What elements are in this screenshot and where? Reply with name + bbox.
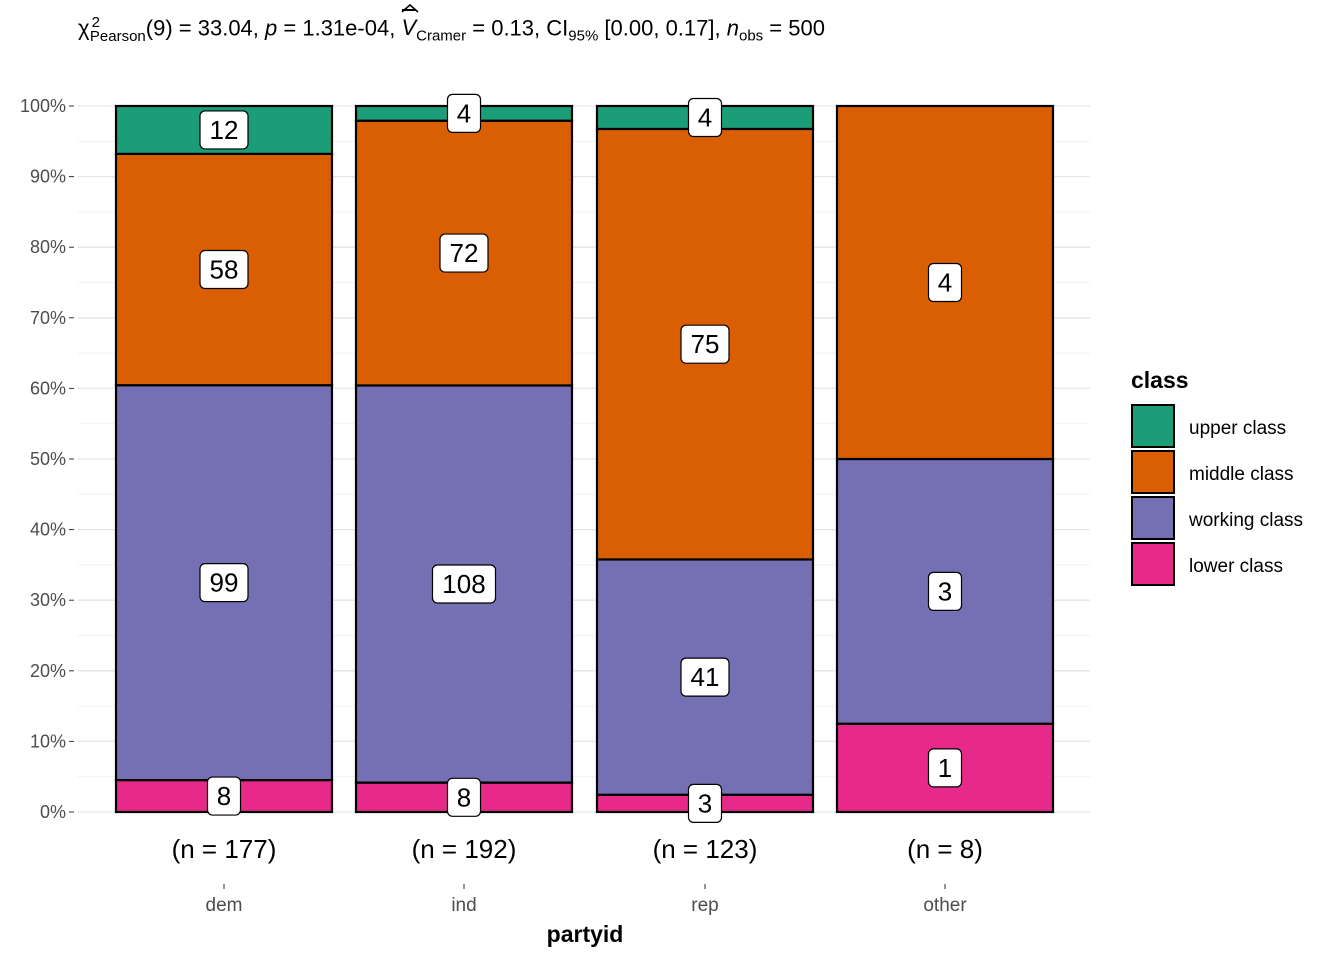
segment-label: 4 — [938, 268, 952, 298]
p-symbol: p — [265, 15, 278, 41]
y-tick-label: 90% — [30, 167, 66, 187]
segment-label-box — [199, 563, 249, 603]
x-axis: (n = 177) dem (n = 192) ind (n = 123) rep (n =… — [172, 834, 983, 916]
segment-label: 3 — [698, 788, 712, 818]
y-tick-label: 30% — [30, 590, 66, 610]
segment-label-box — [431, 564, 497, 604]
legend-swatch — [1131, 542, 1175, 586]
x-tick-label: dem — [206, 895, 243, 916]
segment-label-box — [927, 748, 963, 788]
x-tick-label: rep — [691, 895, 718, 916]
segment-label-box — [206, 776, 242, 816]
legend-label: upper class — [1189, 418, 1286, 439]
legend-swatch — [1131, 496, 1175, 540]
v-hat-group: V — [401, 4, 419, 41]
segment-label: 58 — [210, 255, 239, 285]
category-count: (n = 8) — [907, 834, 983, 864]
p-value: = 1.31e-04, — [277, 15, 402, 41]
y-tick-label: 100% — [20, 96, 66, 116]
segment-label: 72 — [450, 238, 479, 268]
y-tick-label: 20% — [30, 661, 66, 681]
chi-symbol: χ — [78, 15, 90, 41]
legend-swatch — [1131, 404, 1175, 448]
hat-icon — [401, 4, 419, 13]
segment-label: 75 — [691, 329, 720, 359]
segment-label-box — [927, 262, 963, 303]
n-subscript: obs — [738, 27, 764, 45]
category-count: (n = 192) — [412, 834, 517, 864]
df-stat: (9) = 33.04, — [145, 15, 266, 41]
n-value: = 500 — [763, 15, 825, 41]
segment-label-box — [687, 783, 723, 823]
legend: class upper class middle class working clas… — [1131, 367, 1303, 586]
segment-label-box — [446, 93, 482, 133]
segment-label: 1 — [938, 753, 952, 783]
y-tick-label: 80% — [30, 237, 66, 257]
legend-label: middle class — [1189, 464, 1294, 485]
chi-superscript: 2 — [91, 14, 100, 31]
x-tick-label: other — [923, 895, 967, 916]
segment-label-box — [199, 110, 249, 150]
legend-swatch — [1131, 450, 1175, 494]
ci-value: [0.00, 0.17], — [598, 15, 727, 41]
chart-subtitle: χ 2Pearson(9) = 33.04, p = 1.31e-04, VCra… — [78, 4, 825, 45]
v-symbol: V — [401, 15, 417, 41]
legend-label: working class — [1188, 510, 1303, 531]
segment-label-box — [680, 657, 730, 697]
y-tick-label: 60% — [30, 378, 66, 398]
segment-label-box — [680, 324, 730, 364]
segment-label: 99 — [210, 568, 239, 598]
y-tick-label: 10% — [30, 731, 66, 751]
ci-subscript: 95% — [568, 27, 599, 45]
segment-label: 41 — [691, 662, 720, 692]
legend-label: lower class — [1189, 556, 1283, 577]
chi-subscript: Pearson — [89, 27, 146, 45]
segment-label: 8 — [457, 782, 471, 812]
y-tick-label: 40% — [30, 520, 66, 540]
x-tick-label: ind — [451, 895, 476, 916]
segment-label-box — [439, 233, 489, 273]
x-axis-title: partyid — [547, 921, 624, 947]
v-subscript: Cramer — [416, 27, 467, 45]
segment-label: 3 — [938, 576, 952, 606]
segment-label-box — [199, 249, 249, 290]
n-symbol: n — [726, 15, 739, 41]
segment-label: 4 — [457, 98, 471, 128]
y-tick-label: 70% — [30, 308, 66, 328]
segment-label-box — [687, 97, 723, 138]
segment-label-box — [927, 571, 963, 611]
legend-title: class — [1131, 367, 1189, 393]
y-tick-label: 0% — [40, 802, 66, 822]
v-value: = 0.13, CI — [466, 15, 569, 41]
segment-label: 4 — [698, 102, 712, 132]
y-tick-label: 50% — [30, 449, 66, 469]
category-count: (n = 123) — [653, 834, 758, 864]
segment-label: 108 — [442, 569, 485, 599]
segment-label: 12 — [210, 115, 239, 145]
segment-label-box — [446, 777, 482, 817]
segment-label: 8 — [217, 781, 231, 811]
category-count: (n = 177) — [172, 834, 277, 864]
y-axis: 0% 10% 20% 30% 40% 50% 60% 70% 80% 90% 100% — [20, 96, 74, 822]
